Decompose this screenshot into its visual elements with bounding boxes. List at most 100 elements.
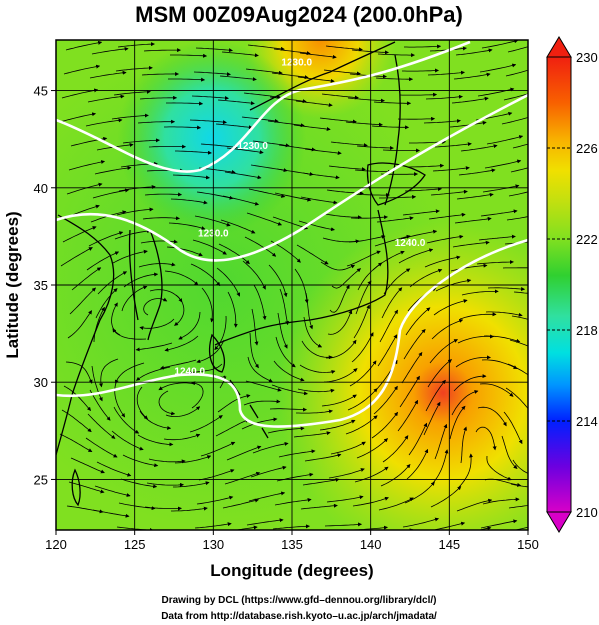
streamline [345, 121, 383, 127]
coast-china [56, 214, 115, 456]
colorbar-tick-label: 218 [576, 323, 598, 338]
streamline [174, 455, 212, 464]
coast-hokkaido [366, 162, 426, 206]
streamline [371, 411, 399, 439]
streamline [346, 250, 381, 267]
streamline [451, 389, 479, 416]
streamline [226, 445, 262, 461]
streamline [94, 165, 132, 175]
streamline [404, 481, 435, 504]
streamline [400, 229, 438, 240]
streamline [164, 335, 199, 352]
streamline [482, 497, 520, 505]
streamline [175, 150, 212, 155]
streamline [352, 193, 391, 197]
streamline [323, 368, 358, 383]
streamline [65, 40, 103, 51]
streamline [459, 312, 497, 320]
streamline [88, 231, 124, 247]
streamline [299, 532, 335, 533]
streamline [241, 417, 278, 430]
streamline [168, 77, 206, 82]
streamline [377, 334, 398, 367]
streamline [142, 216, 180, 221]
streamline [169, 533, 205, 535]
streamline [481, 40, 519, 49]
streamline [427, 70, 465, 76]
streamline [302, 477, 340, 486]
streamline [279, 288, 290, 326]
streamline [144, 192, 183, 197]
streamline [434, 142, 472, 148]
streamline [456, 192, 494, 200]
streamline [382, 435, 409, 463]
streamline [218, 243, 250, 265]
streamline [325, 45, 363, 52]
streamline [170, 53, 208, 58]
streamline [356, 438, 388, 459]
streamline [479, 383, 514, 397]
streamline [397, 116, 436, 121]
streamline [194, 215, 231, 227]
streamline [349, 360, 377, 387]
streamline [138, 262, 176, 268]
colorbar-scale [546, 56, 572, 513]
streamline [137, 119, 176, 124]
streamline [319, 419, 356, 431]
streamline [296, 244, 329, 265]
streamline [398, 248, 434, 264]
streamline [323, 69, 361, 76]
streamline [508, 191, 528, 197]
streamline [114, 362, 145, 384]
streamline [243, 399, 281, 406]
streamline [404, 187, 442, 192]
streamline [220, 219, 256, 234]
streamline [379, 309, 398, 343]
streamline [430, 486, 462, 508]
streamline [245, 68, 283, 75]
streamline [246, 518, 284, 526]
streamline [319, 117, 357, 124]
streamline [278, 449, 316, 458]
streamline [481, 359, 518, 369]
streamline [189, 415, 223, 433]
streamline [271, 72, 309, 80]
colorbar-tick-label: 230 [576, 50, 598, 65]
streamline [274, 192, 312, 202]
streamline [113, 406, 140, 434]
streamline [423, 118, 461, 124]
streamline [460, 426, 467, 464]
streamlines [59, 40, 528, 535]
streamline [380, 463, 411, 487]
streamline [402, 209, 440, 216]
streamline [247, 44, 285, 51]
streamline [59, 433, 93, 453]
streamline [269, 407, 308, 412]
streamline [252, 441, 289, 454]
streamline [458, 168, 496, 176]
streamline [476, 260, 514, 265]
streamline [461, 289, 499, 296]
streamline [377, 53, 416, 58]
streamline [348, 234, 386, 243]
contour-label: 1240.0 [395, 238, 426, 249]
streamline [122, 138, 160, 144]
streamline [296, 409, 333, 414]
streamline [143, 297, 168, 316]
colorbar-tick-label: 210 [576, 505, 598, 520]
colorbar: 230 226 222 218 214 210 [546, 36, 598, 533]
streamline [449, 405, 466, 440]
streamline [144, 506, 182, 511]
streamline [512, 459, 528, 474]
streamline [456, 498, 493, 512]
streamline [250, 465, 287, 478]
streamline [148, 458, 186, 464]
streamline [91, 365, 103, 402]
streamline [198, 469, 235, 481]
streamline [195, 47, 233, 53]
streamline [66, 182, 103, 195]
streamline [94, 485, 131, 497]
colorbar-top-arrow [546, 36, 572, 58]
streamline [383, 268, 411, 295]
streamline [221, 51, 259, 58]
